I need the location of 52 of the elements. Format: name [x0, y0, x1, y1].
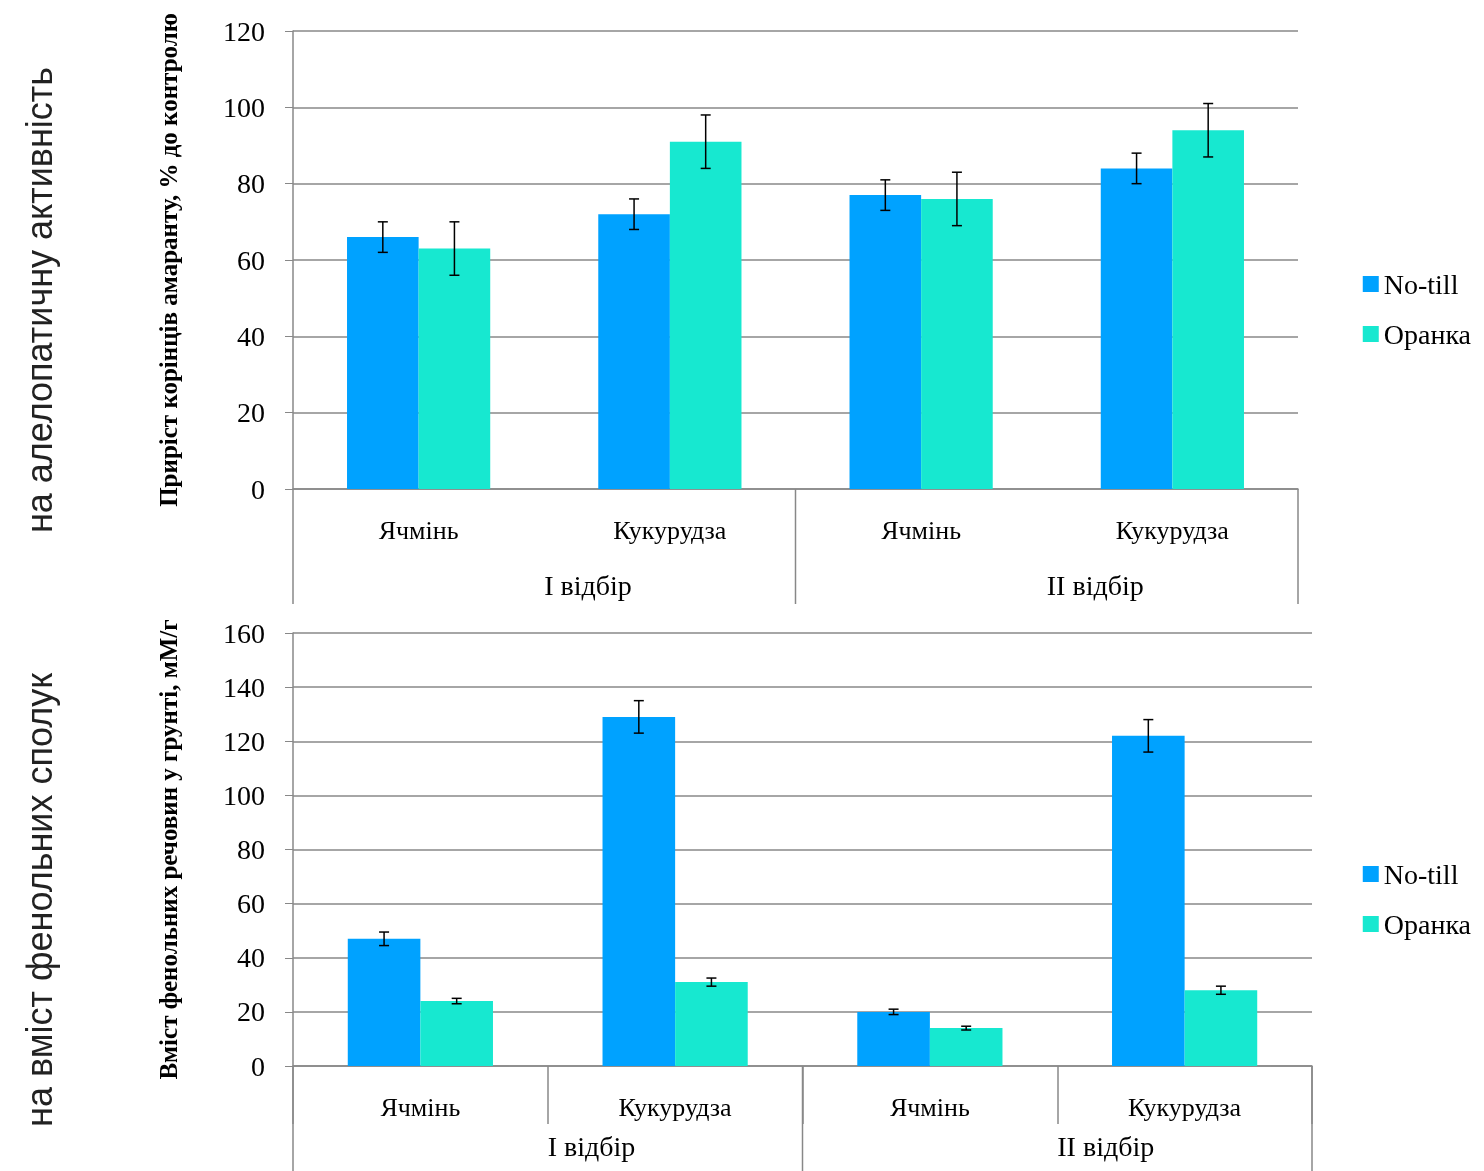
text: на вміст фенольних сполук: [19, 673, 61, 1127]
text: на алелопатичну активність: [19, 66, 61, 534]
y-tick-label: 40: [237, 942, 265, 974]
y-tick-label: 20: [237, 996, 265, 1028]
bar: [420, 1001, 493, 1066]
bar: [1172, 130, 1244, 489]
legend-label: No-till: [1383, 268, 1459, 300]
y-tick-label: 160: [223, 617, 265, 649]
bar: [929, 1028, 1003, 1066]
y-tick-label: 20: [237, 397, 265, 429]
bar: [347, 938, 421, 1066]
bar: [347, 237, 419, 489]
bar: [418, 248, 491, 489]
y-tick-label: 100: [223, 91, 265, 123]
bar: [1184, 990, 1258, 1066]
x-tick-label: Кукурудза: [1128, 1092, 1242, 1122]
x-tick-label: Ячмінь: [881, 515, 962, 545]
y-tick-label: 60: [237, 888, 265, 920]
bar: [921, 198, 993, 489]
x-tick-label: Ячмінь: [889, 1092, 970, 1122]
bar: [1112, 735, 1185, 1066]
y-axis-title: Вміст фенольних речовин у грунті, мМ/г: [154, 619, 182, 1080]
bar: [598, 214, 670, 489]
text: I відбір: [547, 1130, 636, 1162]
text: II відбір: [1046, 569, 1144, 601]
bar: [849, 195, 922, 489]
y-tick-label: 120: [223, 725, 265, 757]
text: I відбір: [544, 569, 632, 601]
y-tick-label: 140: [223, 671, 265, 703]
y-tick-label: 120: [223, 15, 265, 47]
y-tick-label: 80: [237, 168, 265, 200]
text: II відбір: [1057, 1130, 1155, 1162]
bar: [1100, 168, 1173, 489]
legend-label: Оранка: [1383, 318, 1472, 350]
x-tick-label: Ячмінь: [378, 515, 459, 545]
y-tick-label: 0: [251, 1050, 265, 1082]
y-tick-label: 40: [237, 320, 265, 352]
bar: [857, 1011, 930, 1066]
y-tick-label: 60: [237, 244, 265, 276]
bar: [602, 716, 676, 1066]
y-tick-label: 80: [237, 834, 265, 865]
x-tick-label: Кукурудза: [1115, 515, 1230, 545]
x-tick-label: Кукурудза: [618, 1092, 733, 1122]
x-tick-label: Кукурудза: [613, 515, 727, 545]
x-tick-label: Ячмінь: [380, 1092, 461, 1122]
y-axis-title: Приріст корінців амаранту, % до контролю: [154, 13, 182, 507]
y-tick-label: 0: [251, 473, 265, 505]
y-tick-label: 100: [223, 779, 265, 811]
legend-label: Оранка: [1383, 908, 1472, 940]
bar: [669, 141, 742, 489]
bar: [675, 982, 748, 1066]
legend-label: No-till: [1383, 858, 1459, 890]
